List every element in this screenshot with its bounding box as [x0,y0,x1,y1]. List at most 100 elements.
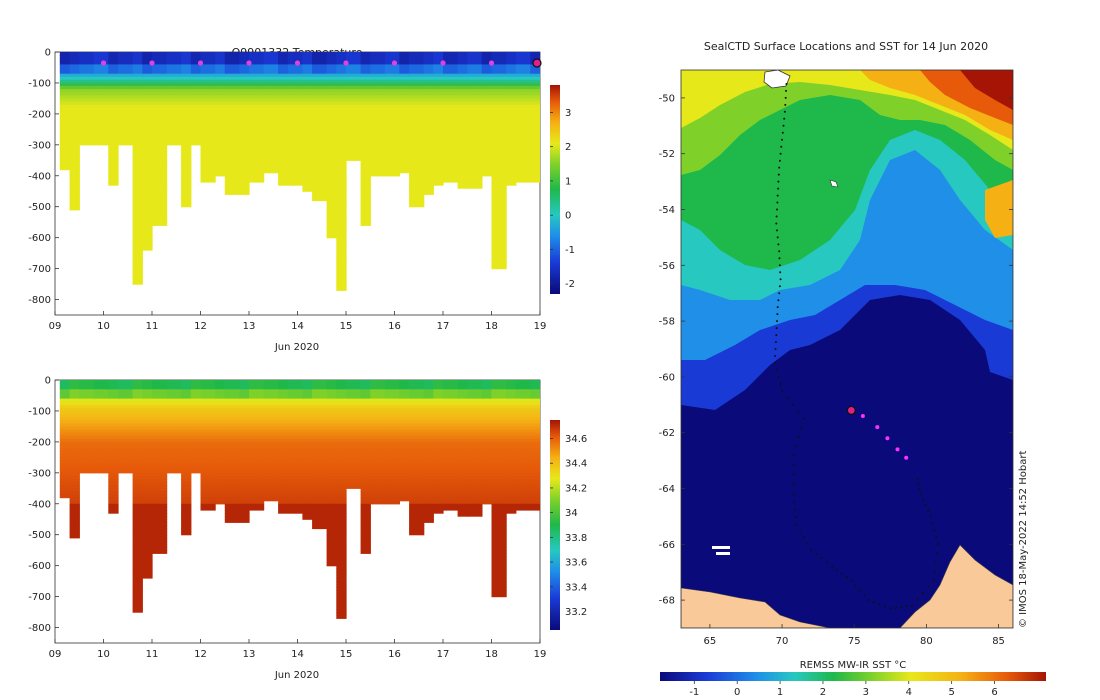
section-cell [239,61,250,65]
section-cell [481,92,493,96]
track-dot [918,488,921,491]
salinity-panel: 0-100-200-300-400-500-600-700-800 09 10 11… [28,376,587,682]
section-cell [491,451,507,455]
section-cell [59,435,71,440]
track-dot [777,187,780,190]
section-cell [302,129,313,134]
section-cell [409,110,425,115]
section-cell [443,55,459,59]
section-cell [132,519,143,523]
section-cell [399,410,410,415]
section-cell [287,469,303,474]
section-cell [409,166,425,171]
section-cell [200,445,216,449]
section-cell [302,64,313,69]
section-cell [166,401,182,406]
section-cell [142,141,153,146]
section-cell [224,423,240,427]
section-cell [190,380,202,384]
section-cell [166,110,182,115]
section-cell [515,482,531,486]
section-cell [278,472,289,477]
section-cell [166,89,182,93]
section-cell [93,380,109,384]
section-cell [278,61,289,65]
x-tick-label: 18 [485,649,498,660]
section-cell [181,172,192,177]
section-cell [433,166,444,171]
section-cell [181,506,192,511]
section-cell [181,82,192,87]
section-cell [200,441,216,446]
section-cell [263,163,279,168]
section-cell [433,169,444,174]
section-cell [278,64,289,69]
section-cell [360,417,371,421]
section-cell [132,407,143,412]
section-cell [336,141,347,146]
section-cell [249,92,265,96]
section-cell [132,556,143,561]
section-cell [491,475,507,480]
section-cell [506,82,517,87]
section-cell [79,110,95,115]
section-cell [399,144,410,149]
section-cell [224,392,240,397]
section-cell [287,417,303,421]
section-cell [457,398,468,403]
section-cell [312,126,328,130]
section-cell [132,584,143,588]
section-cell [443,76,459,81]
section-cell [166,426,182,431]
section-cell [360,166,371,171]
section-cell [132,553,143,557]
section-cell [457,463,468,468]
section-cell [108,383,119,387]
section-cell [530,463,540,468]
section-cell [79,438,95,443]
section-cell [152,86,168,90]
section-cell [312,432,328,437]
track-dot [802,536,805,539]
section-cell [152,197,168,202]
section-cell [491,246,507,251]
section-cell [423,414,434,418]
section-cell [79,466,95,471]
section-cell [93,407,109,412]
lat-tick-label: -52 [659,149,675,160]
section-cell [467,451,483,455]
sst-colorbar-tick-label: 6 [991,687,997,698]
section-cell [360,98,371,103]
section-cell [215,169,226,174]
section-cell [249,454,265,458]
section-cell [152,479,168,483]
x-tick-label: 13 [243,321,256,332]
section-cell [515,92,531,96]
section-cell [491,178,507,183]
section-cell [457,380,468,384]
section-cell [540,123,543,127]
section-cell [326,76,337,81]
section-cell [506,423,517,427]
section-cell [409,120,425,124]
section-cell [200,488,216,492]
section-cell [423,423,434,427]
section-cell [312,448,328,452]
section-cell [181,126,192,130]
section-cell [239,398,250,403]
section-cell [302,92,313,96]
section-cell [433,407,444,412]
section-cell [142,163,153,168]
section-cell [215,423,226,427]
section-cell [312,64,328,69]
section-cell [312,141,328,146]
section-cell [399,120,410,124]
section-cell [278,398,289,403]
section-cell [181,138,192,143]
section-cell [263,141,279,146]
section-cell [59,101,71,106]
section-cell [215,126,226,130]
section-cell [540,535,543,539]
section-cell [433,423,444,427]
section-cell [370,113,386,118]
